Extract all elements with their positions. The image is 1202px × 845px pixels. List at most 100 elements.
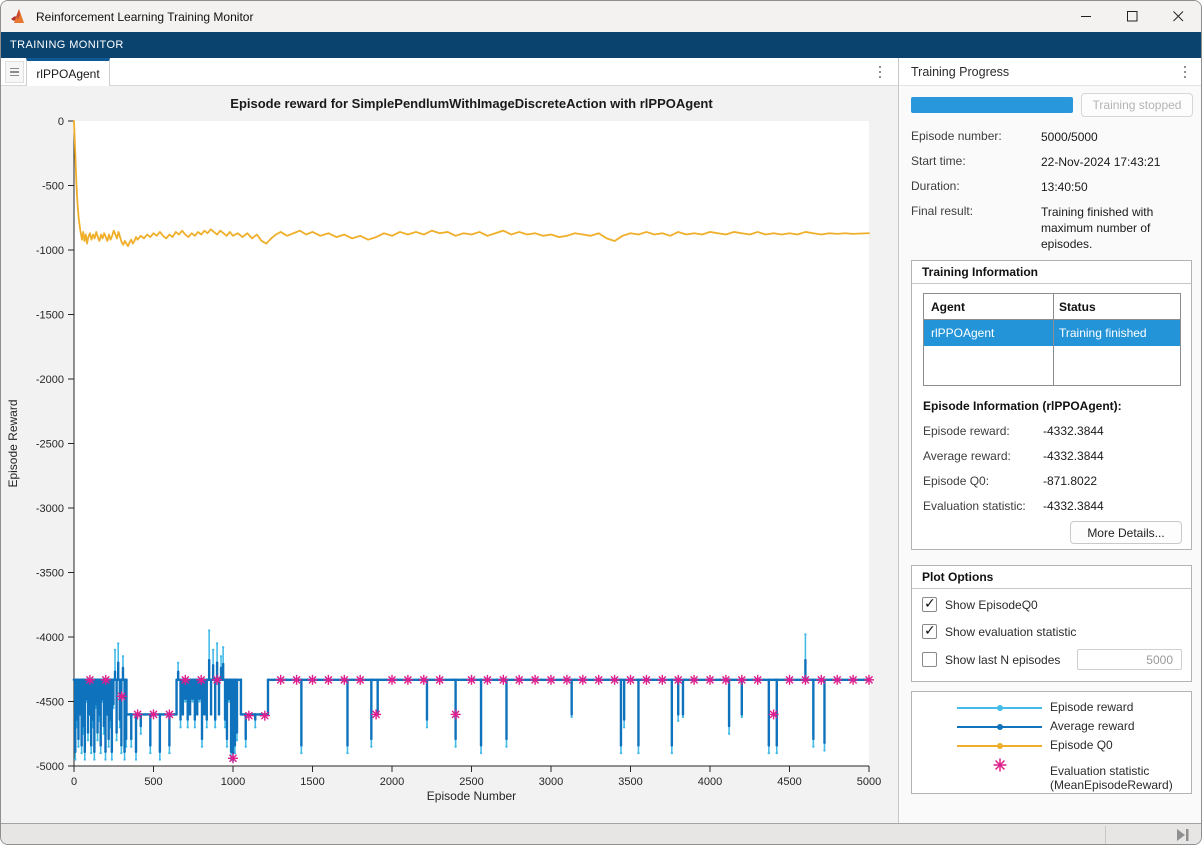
skip-to-end-icon[interactable]	[1175, 828, 1191, 842]
table-cell-agent: rlPPOAgent	[924, 320, 1052, 346]
agent-status-table: Agent Status rlPPOAgent Training finishe…	[923, 293, 1181, 386]
show-episodeq0-checkbox[interactable]: ✓	[922, 597, 937, 612]
episode-q0-swatch	[957, 745, 1042, 747]
svg-text:1000: 1000	[221, 776, 245, 788]
plot-options-group: Plot Options ✓ Show EpisodeQ0 ✓ Show eva…	[911, 565, 1192, 682]
episode-reward-chart[interactable]: Episode reward for SimplePendlumWithImag…	[1, 86, 898, 823]
episode-reward-label: Episode reward:	[923, 424, 1010, 438]
svg-text:-4000: -4000	[36, 632, 64, 644]
svg-text:-1000: -1000	[36, 245, 64, 257]
table-cell-status: Training finished	[1052, 320, 1180, 346]
svg-text:-3500: -3500	[36, 568, 64, 580]
evaluation-statistic-value: -4332.3844	[1043, 499, 1104, 513]
bottom-status-strip	[1, 823, 1202, 845]
svg-text:Episode reward for SimplePendl: Episode reward for SimplePendlumWithImag…	[230, 96, 713, 111]
show-evaluation-statistic-checkbox[interactable]: ✓	[922, 624, 937, 639]
matlab-logo-icon	[11, 9, 28, 24]
svg-text:1500: 1500	[300, 776, 324, 788]
table-row[interactable]: rlPPOAgent Training finished	[924, 320, 1180, 346]
legend-label-evaluation-statistic-2: (MeanEpisodeReward)	[1050, 778, 1173, 792]
figure-pane: Episode reward for SimplePendlumWithImag…	[1, 86, 898, 823]
training-information-group: Training Information Agent Status rlPPOA…	[911, 260, 1192, 550]
training-information-title: Training Information	[912, 261, 1191, 284]
show-last-n-episodes-label: Show last N episodes	[945, 653, 1060, 667]
show-last-n-episodes-row[interactable]: ✓ Show last N episodes	[922, 652, 1060, 667]
title-bar: Reinforcement Learning Training Monitor	[1, 1, 1201, 32]
last-n-episodes-input[interactable]	[1077, 649, 1182, 670]
average-reward-label: Average reward:	[923, 449, 1011, 463]
svg-text:-4500: -4500	[36, 697, 64, 709]
training-progress-panel: Training Progress Training stopped Episo…	[899, 58, 1202, 823]
right-panel-header: Training Progress	[899, 58, 1202, 86]
right-panel-title: Training Progress	[899, 65, 1009, 79]
chart-legend: Episode reward Average reward Episode Q0…	[911, 691, 1192, 794]
start-time-label: Start time:	[911, 154, 966, 168]
svg-text:-2500: -2500	[36, 439, 64, 451]
svg-text:-1500: -1500	[36, 310, 64, 322]
progress-fill	[911, 97, 1073, 113]
svg-text:Episode Reward: Episode Reward	[6, 399, 20, 487]
episode-reward-value: -4332.3844	[1043, 424, 1104, 438]
svg-text:4000: 4000	[698, 776, 722, 788]
show-evaluation-statistic-row[interactable]: ✓ Show evaluation statistic	[922, 624, 1076, 639]
svg-text:3000: 3000	[539, 776, 563, 788]
app-window: Reinforcement Learning Training Monitor …	[0, 0, 1202, 845]
duration-label: Duration:	[911, 179, 960, 193]
legend-label-average-reward: Average reward	[1050, 719, 1135, 733]
table-header-agent: Agent	[924, 294, 1052, 319]
svg-text:-2000: -2000	[36, 374, 64, 386]
legend-item-episode-reward: Episode reward	[912, 698, 1191, 717]
more-details-button[interactable]: More Details...	[1070, 521, 1182, 544]
svg-text:3500: 3500	[618, 776, 642, 788]
start-time-value: 22-Nov-2024 17:43:21	[1041, 154, 1199, 170]
table-header-status: Status	[1052, 294, 1180, 319]
plot-options-title: Plot Options	[912, 566, 1191, 589]
svg-text:-3000: -3000	[36, 503, 64, 515]
table-header-row: Agent Status	[924, 294, 1180, 320]
document-tab-strip: rlPPOAgent	[1, 58, 899, 86]
evaluation-statistic-label: Evaluation statistic:	[923, 499, 1026, 513]
svg-text:2500: 2500	[459, 776, 483, 788]
svg-text:Episode Number: Episode Number	[427, 789, 516, 803]
legend-label-episode-q0: Episode Q0	[1050, 738, 1113, 752]
legend-item-episode-q0: Episode Q0	[912, 736, 1191, 755]
final-result-label: Final result:	[911, 204, 973, 218]
ribbon-tab-training-monitor[interactable]: TRAINING MONITOR	[1, 39, 124, 51]
tab-rlppoagent[interactable]: rlPPOAgent	[26, 58, 110, 86]
episode-number-label: Episode number:	[911, 129, 1002, 143]
close-button[interactable]	[1155, 1, 1201, 32]
legend-label-evaluation-statistic: Evaluation statistic	[1050, 764, 1149, 778]
episode-q0-label: Episode Q0:	[923, 474, 989, 488]
panel-menu-icon[interactable]	[1176, 61, 1194, 83]
evaluation-statistic-marker	[957, 764, 1042, 766]
episode-q0-value: -871.8022	[1043, 474, 1097, 488]
svg-text:-5000: -5000	[36, 761, 64, 773]
document-list-icon[interactable]	[5, 61, 24, 83]
svg-text:500: 500	[144, 776, 162, 788]
legend-item-average-reward: Average reward	[912, 717, 1191, 736]
duration-value: 13:40:50	[1041, 179, 1199, 195]
training-stopped-button[interactable]: Training stopped	[1081, 93, 1193, 117]
svg-text:0: 0	[71, 776, 77, 788]
show-last-n-episodes-checkbox[interactable]: ✓	[922, 652, 937, 667]
svg-text:-500: -500	[42, 181, 64, 193]
average-reward-swatch	[957, 726, 1042, 728]
show-episodeq0-label: Show EpisodeQ0	[945, 598, 1038, 612]
ribbon-bar: TRAINING MONITOR	[1, 32, 1201, 58]
svg-text:0: 0	[58, 116, 64, 128]
final-result-value: Training finished with maximum number of…	[1041, 204, 1199, 252]
maximize-button[interactable]	[1109, 1, 1155, 32]
svg-text:4500: 4500	[777, 776, 801, 788]
show-episodeq0-row[interactable]: ✓ Show EpisodeQ0	[922, 597, 1038, 612]
svg-text:2000: 2000	[380, 776, 404, 788]
episode-information-title: Episode Information (rlPPOAgent):	[923, 399, 1122, 413]
minimize-button[interactable]	[1063, 1, 1109, 32]
bottom-strip-divider	[1105, 826, 1106, 844]
tab-label: rlPPOAgent	[36, 67, 99, 81]
window-title: Reinforcement Learning Training Monitor	[36, 10, 253, 24]
training-progress-bar	[911, 97, 1073, 113]
svg-text:5000: 5000	[857, 776, 881, 788]
show-evaluation-statistic-label: Show evaluation statistic	[945, 625, 1076, 639]
episode-number-value: 5000/5000	[1041, 129, 1199, 145]
tab-strip-menu-icon[interactable]	[871, 61, 889, 83]
